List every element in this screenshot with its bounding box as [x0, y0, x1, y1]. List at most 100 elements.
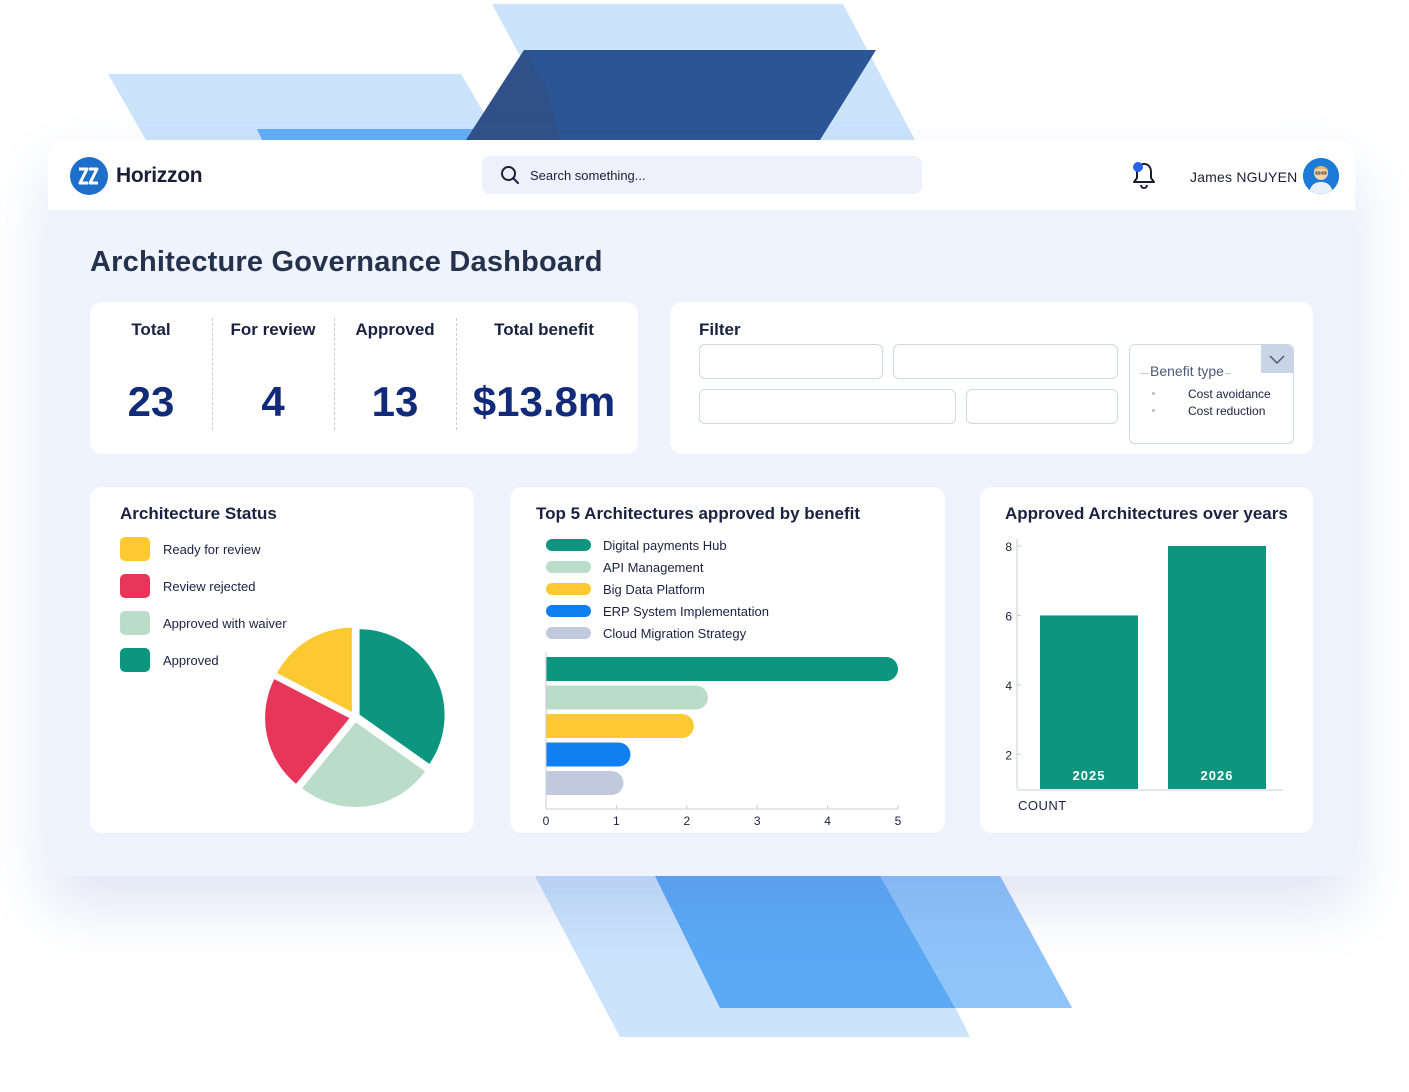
y-tick-label: 4	[1005, 679, 1012, 693]
stats-card: Total 23 For review 4 Approved 13 Total …	[90, 302, 638, 454]
bar-cloud-migration-strategy[interactable]	[546, 771, 624, 795]
search-icon	[501, 166, 519, 184]
stat-value: 23	[127, 378, 175, 425]
legend-item[interactable]: Cloud Migration Strategy	[546, 625, 747, 641]
filter-field-1[interactable]	[699, 344, 883, 379]
y-tick-label: 8	[1005, 540, 1012, 554]
top-bar: Horizzon James NGUYEN	[48, 140, 1355, 210]
legend-swatch	[546, 539, 591, 551]
avatar[interactable]	[1303, 158, 1339, 194]
legend-item[interactable]: ERP System Implementation	[546, 603, 769, 619]
stat-label: Approved	[355, 320, 435, 339]
stat-total-benefit: Total benefit $13.8m	[456, 302, 632, 454]
filter-card: Filter Benefit type Cost avoidance Cost …	[670, 302, 1313, 454]
stat-total: Total 23	[90, 302, 212, 454]
notifications-button[interactable]	[1130, 160, 1158, 190]
bar-label: 2025	[1073, 768, 1106, 783]
filter-field-2[interactable]	[893, 344, 1118, 379]
legend-item[interactable]: API Management	[546, 559, 704, 575]
pie-slice-ready-for-review[interactable]	[274, 625, 354, 716]
legend-label: Approved	[163, 652, 219, 668]
legend-label: Cloud Migration Strategy	[603, 625, 747, 641]
status-pie-chart	[263, 625, 447, 809]
card-title: Top 5 Architectures approved by benefit	[536, 504, 861, 523]
filter-title: Filter	[699, 320, 741, 339]
divider	[456, 318, 457, 430]
x-tick-label: 0	[543, 814, 550, 828]
legend-label: Digital payments Hub	[603, 537, 727, 553]
legend-label: Approved with waiver	[163, 615, 287, 631]
architecture-status-card: Architecture Status Ready for review Rev…	[90, 487, 474, 833]
legend-label: Ready for review	[163, 541, 261, 557]
option-label: Cost reduction	[1188, 404, 1266, 418]
pie-slice-approved[interactable]	[357, 627, 447, 767]
filter-field-3[interactable]	[699, 389, 956, 424]
stat-value: $13.8m	[472, 378, 616, 425]
bullet	[1152, 409, 1155, 412]
stat-value: 4	[261, 378, 285, 425]
stat-label: For review	[230, 320, 316, 339]
bar-digital-payments-hub[interactable]	[546, 657, 898, 681]
notification-dot	[1133, 162, 1143, 172]
user-name[interactable]: James NGUYEN	[1190, 169, 1298, 185]
bar-2025[interactable]	[1040, 615, 1138, 789]
x-axis-label: COUNT	[1018, 798, 1067, 813]
logo[interactable]: Horizzon	[70, 157, 203, 195]
top5-architectures-card: Top 5 Architectures approved by benefit …	[510, 487, 945, 833]
x-tick-label: 4	[824, 814, 831, 828]
legend-swatch	[120, 611, 150, 635]
legend-swatch	[120, 648, 150, 672]
benefit-type-label: Benefit type	[1149, 363, 1225, 379]
bar-2026[interactable]	[1168, 546, 1266, 789]
bar-left-cap	[546, 742, 560, 767]
legend-swatch	[546, 561, 591, 573]
approved-over-years-card: Approved Architectures over years 2 4 6 8 20…	[980, 487, 1313, 833]
stat-label: Total	[131, 320, 171, 339]
x-tick-label: 1	[613, 814, 620, 828]
legend-swatch	[546, 605, 591, 617]
legend-item[interactable]: Digital payments Hub	[546, 537, 727, 553]
filter-field-4[interactable]	[966, 389, 1118, 424]
dropdown-toggle[interactable]	[1261, 345, 1293, 373]
stat-for-review: For review 4	[212, 302, 334, 454]
app-window: Horizzon James NGUYEN	[48, 140, 1355, 876]
card-title: Architecture Status	[120, 504, 277, 523]
option-label: Cost avoidance	[1188, 387, 1271, 401]
search-bar[interactable]	[482, 156, 922, 194]
bar-big-data-platform[interactable]	[546, 714, 694, 738]
legend-approved[interactable]: Approved	[120, 648, 219, 672]
chevron-down-icon	[1269, 355, 1285, 365]
legend-approved-with-waiver[interactable]: Approved with waiver	[120, 611, 287, 635]
y-tick-label: 2	[1005, 748, 1012, 762]
legend-item[interactable]: Big Data Platform	[546, 581, 705, 597]
x-tick-label: 2	[683, 814, 690, 828]
legend-review-rejected[interactable]: Review rejected	[120, 574, 256, 598]
card-title: Approved Architectures over years	[1005, 504, 1288, 523]
divider	[212, 318, 213, 430]
search-input[interactable]	[530, 167, 890, 183]
legend-ready-for-review[interactable]: Ready for review	[120, 537, 261, 561]
bullet	[1152, 392, 1155, 395]
top5-bar-chart: 0 1 2 3 4 5	[543, 652, 902, 828]
bar-left-cap	[546, 714, 560, 738]
option-cost-reduction[interactable]: Cost reduction	[1152, 404, 1266, 418]
x-tick-label: 3	[754, 814, 761, 828]
bar-label: 2026	[1201, 768, 1234, 783]
legend-label: ERP System Implementation	[603, 603, 769, 619]
pie-slice-review-rejected[interactable]	[263, 676, 353, 787]
legend-label: API Management	[603, 559, 704, 575]
x-tick-label: 5	[895, 814, 902, 828]
logo-mark	[70, 157, 108, 195]
bar-api-management[interactable]	[546, 685, 708, 710]
years-bar-chart: 2 4 6 8 2025 2026 COUNT	[1005, 539, 1283, 813]
legend-swatch	[546, 583, 591, 595]
bar-erp-system-implementation[interactable]	[546, 742, 631, 767]
legend-label: Big Data Platform	[603, 581, 705, 597]
stat-approved: Approved 13	[334, 302, 456, 454]
divider	[334, 318, 335, 430]
pie-slice-approved-with-waiver[interactable]	[299, 719, 429, 809]
option-cost-avoidance[interactable]: Cost avoidance	[1152, 387, 1271, 401]
bar-left-cap	[546, 685, 560, 710]
benefit-type-select[interactable]: Benefit type Cost avoidance Cost reducti…	[1129, 344, 1294, 444]
